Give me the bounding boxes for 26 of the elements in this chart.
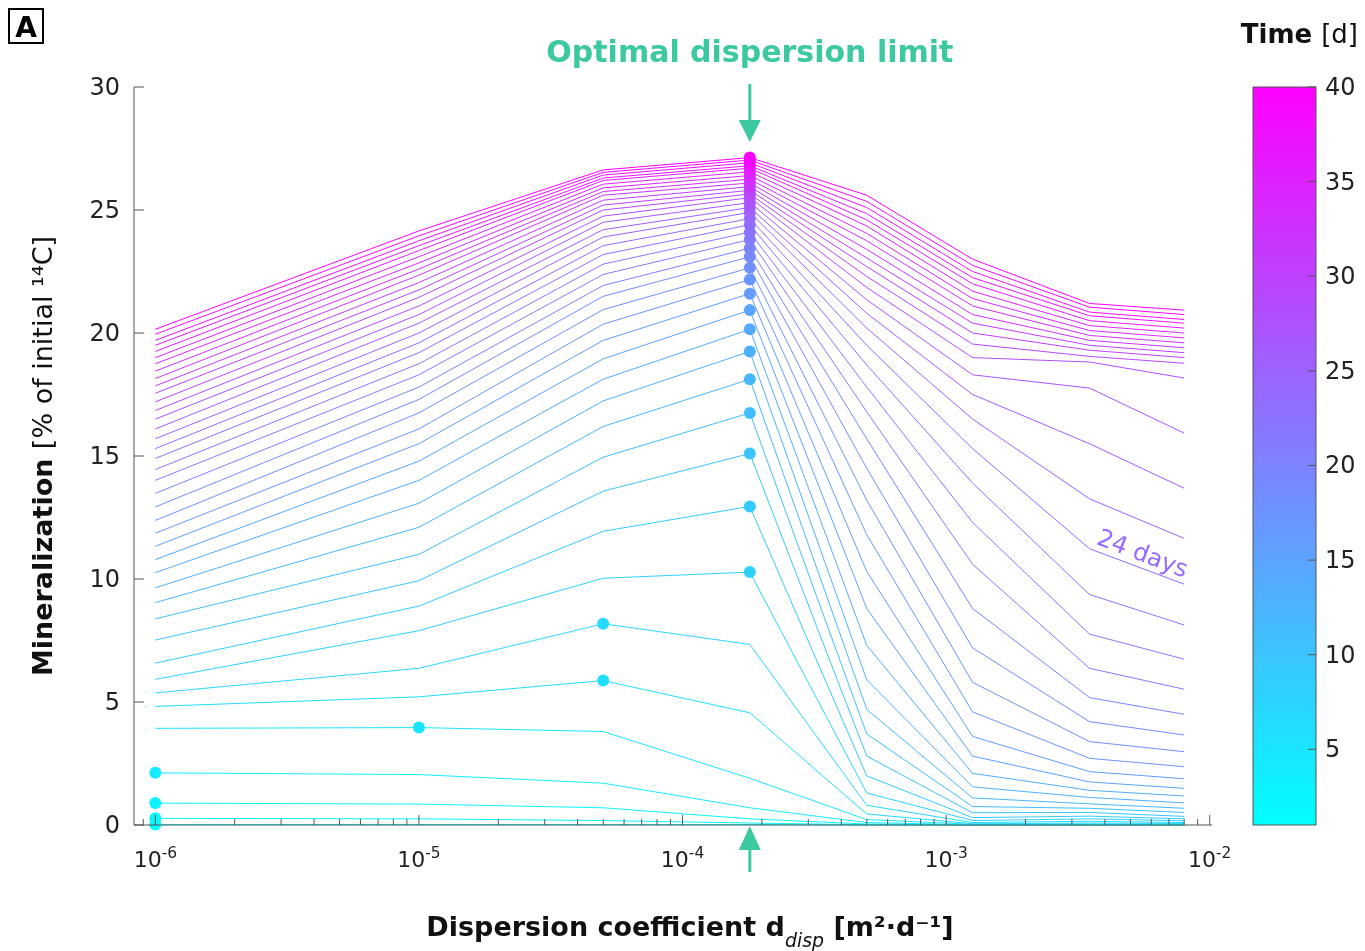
y-tick-label: 30	[89, 73, 120, 101]
y-tick-label: 20	[89, 319, 120, 347]
color-bar-label: 25	[1325, 356, 1356, 385]
y-tick-label: 15	[89, 442, 120, 470]
x-tick-label: 10$^{-5}$	[397, 844, 441, 872]
color-bar-label: 10	[1325, 640, 1356, 669]
color-bar-label: 15	[1325, 546, 1356, 575]
text: A	[15, 11, 38, 44]
x-axis-title: Dispersion coefficient d$_{disp}$ [m²·d⁻¹]	[426, 911, 954, 951]
color-bar-title: Time [d]	[1240, 19, 1358, 49]
y-tick-label: 10	[89, 565, 120, 593]
color-bar-label: 35	[1325, 167, 1356, 196]
y-tick-label: 0	[104, 811, 120, 839]
color-bar-label: 5	[1325, 735, 1341, 764]
y-tick-label: 25	[89, 196, 120, 224]
color-bar-label: 20	[1325, 451, 1356, 480]
color-bar-label: 40	[1325, 73, 1356, 101]
annotation: 24 days	[1093, 523, 1192, 584]
x-tick-label: 10$^{-6}$	[133, 844, 178, 872]
x-tick-label: 10$^{-3}$	[924, 844, 968, 872]
x-tick-label: 10$^{-4}$	[660, 844, 705, 872]
x-tick-label: 10$^{-2}$	[1188, 844, 1232, 872]
y-tick-label: 5	[104, 688, 120, 716]
y-axis-title: Mineralization [% of initial ¹⁴C]	[27, 235, 58, 677]
color-bar-label: 30	[1325, 262, 1356, 291]
annotation: Optimal dispersion limit	[546, 34, 954, 69]
